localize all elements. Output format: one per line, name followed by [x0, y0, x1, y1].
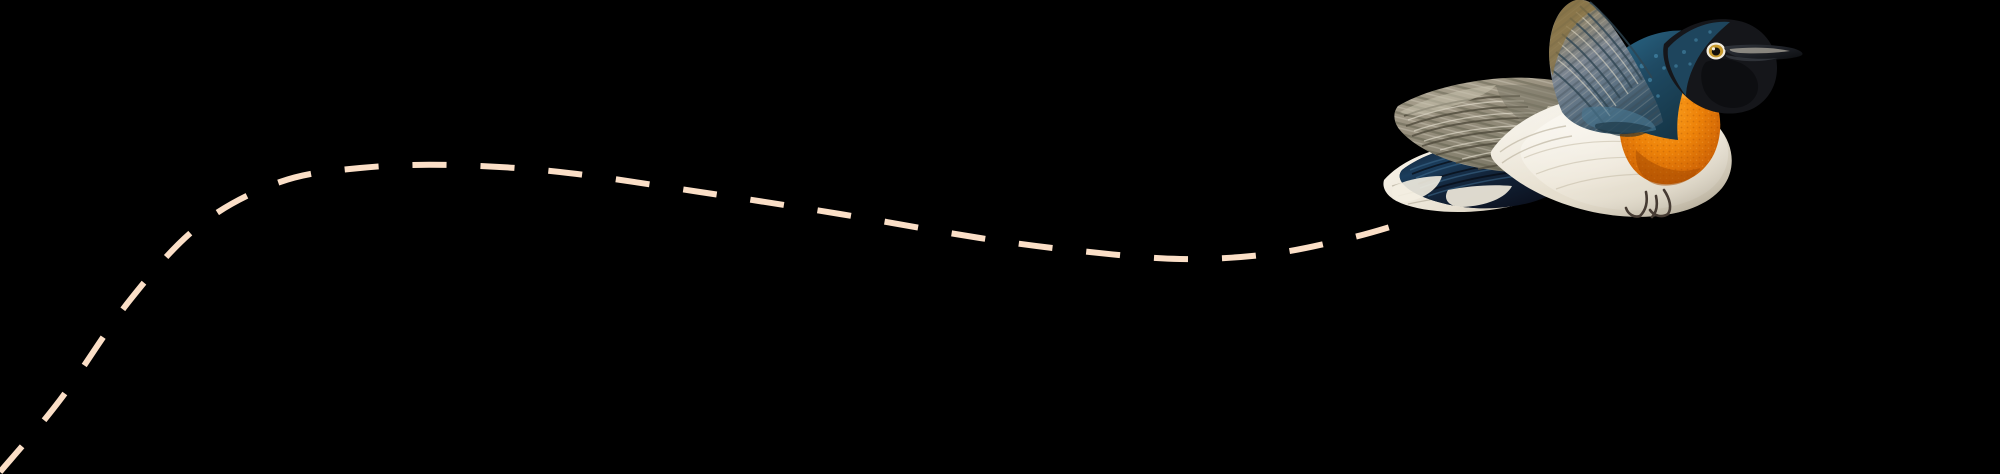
bird-feet	[1624, 188, 1672, 219]
bird-beak	[1724, 44, 1803, 62]
bird-raised-wing	[1549, 0, 1663, 135]
dashed-flight-path	[0, 161, 1401, 474]
bird-head	[1663, 19, 1778, 114]
bird-eye	[1706, 42, 1726, 60]
flying-bird	[1383, 0, 1803, 219]
